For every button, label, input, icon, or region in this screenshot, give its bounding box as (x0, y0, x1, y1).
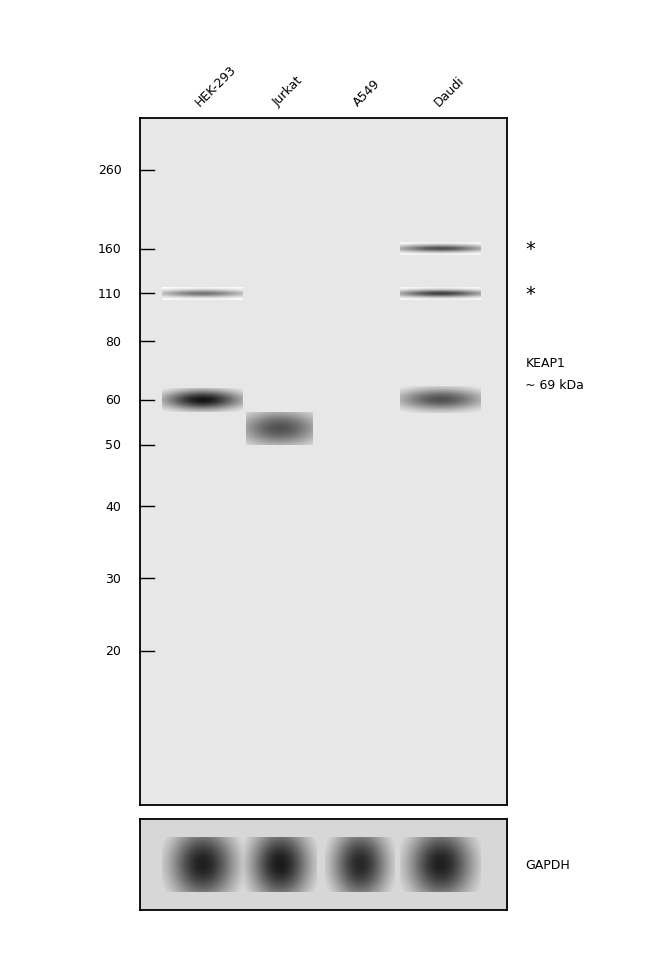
Text: 80: 80 (105, 335, 122, 349)
Text: 50: 50 (105, 438, 122, 452)
Text: GAPDH: GAPDH (525, 859, 570, 871)
Text: 60: 60 (105, 394, 122, 407)
Text: *: * (525, 240, 535, 259)
Text: A549: A549 (351, 77, 383, 109)
Text: *: * (525, 285, 535, 304)
Text: Daudi: Daudi (432, 73, 467, 109)
Text: HEK-293: HEK-293 (193, 63, 239, 109)
Text: 30: 30 (105, 573, 122, 585)
Text: Jurkat: Jurkat (270, 74, 305, 109)
Text: KEAP1: KEAP1 (525, 356, 566, 369)
Text: 40: 40 (105, 500, 122, 514)
Text: 160: 160 (98, 243, 122, 256)
Text: 20: 20 (105, 644, 122, 658)
Text: 260: 260 (98, 164, 122, 177)
Text: 110: 110 (98, 288, 122, 300)
Text: ~ 69 kDa: ~ 69 kDa (525, 379, 584, 392)
